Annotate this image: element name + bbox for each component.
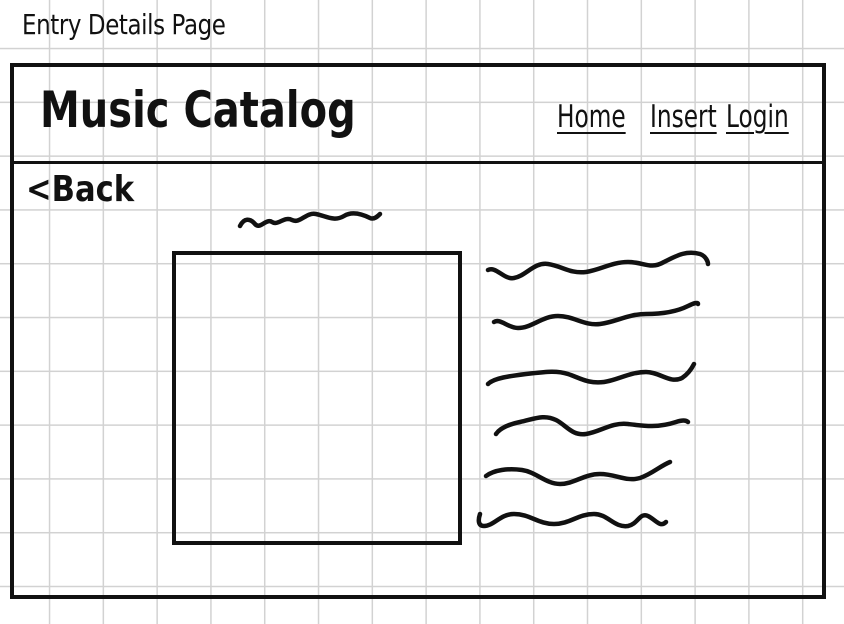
header-divider [14, 161, 822, 164]
app-title: Music Catalog [40, 81, 356, 139]
nav-home-link[interactable]: Home [557, 99, 626, 135]
sheet-title: Entry Details Page [22, 8, 226, 41]
cover-image-placeholder [172, 251, 462, 545]
nav-insert-link[interactable]: Insert [650, 99, 717, 135]
back-link[interactable]: <Back [26, 169, 135, 210]
browser-frame: Music Catalog Home Insert Login <Back [10, 63, 826, 599]
nav-login-link[interactable]: Login [726, 99, 789, 135]
